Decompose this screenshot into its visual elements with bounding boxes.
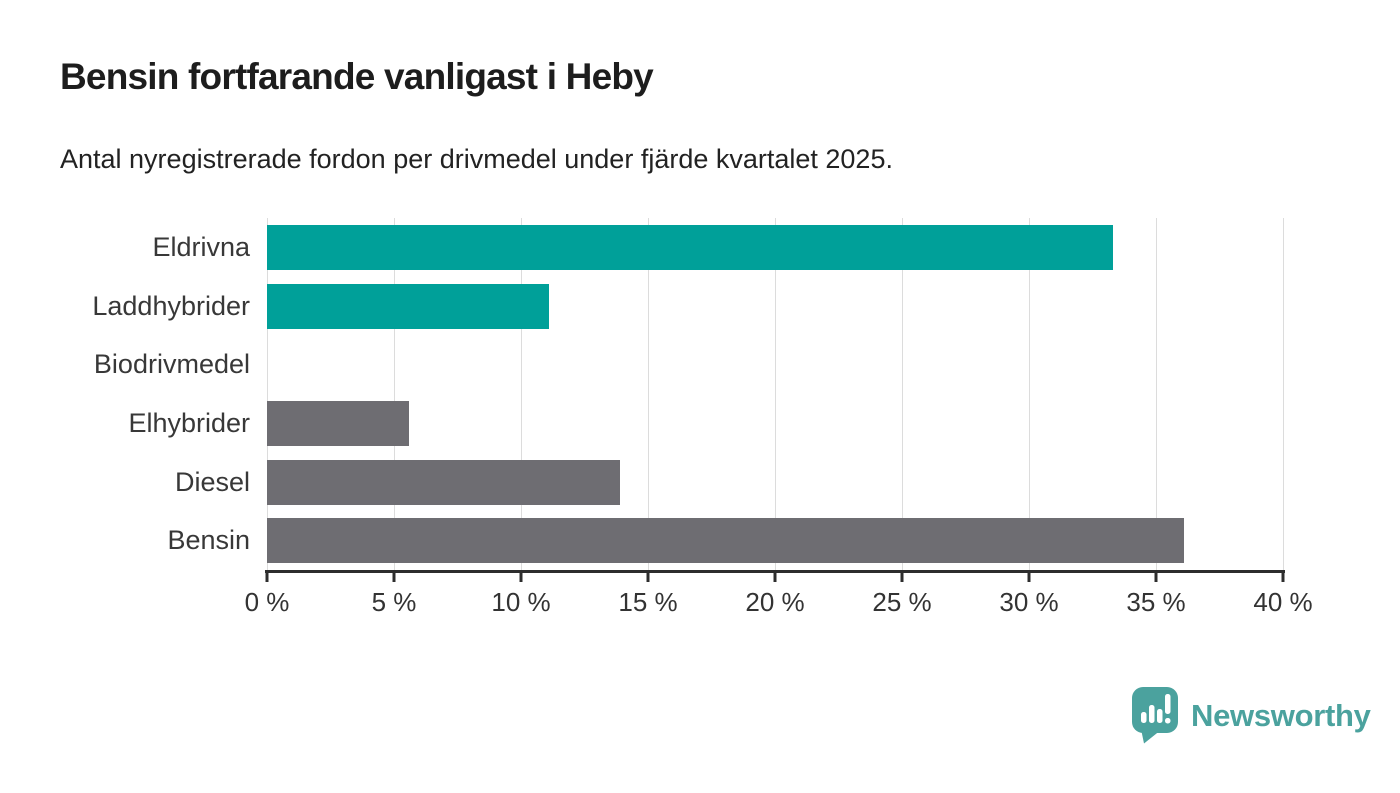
x-axis-tick — [1154, 573, 1158, 582]
newsworthy-wordmark: Newsworthy — [1191, 697, 1371, 733]
bar-bensin — [267, 518, 1184, 564]
y-axis-label-laddhybrider: Laddhybrider — [92, 290, 250, 321]
gridline — [902, 218, 903, 570]
x-axis-tick — [900, 573, 904, 582]
y-axis-label-eldrivna: Eldrivna — [152, 232, 250, 262]
x-axis-tick — [519, 573, 523, 582]
x-tick-label: 35 % — [1126, 587, 1186, 617]
gridline — [1156, 218, 1157, 570]
y-axis-label-elhybrider: Elhybrider — [128, 408, 250, 438]
x-tick-label: 5 % — [371, 587, 417, 617]
bar-laddhybrider — [267, 283, 549, 329]
x-tick-label: 25 % — [872, 587, 932, 617]
x-tick-label: 10 % — [491, 587, 551, 617]
bar-elhybrider — [267, 400, 410, 446]
x-axis-tick — [265, 573, 269, 582]
newsworthy-logo: Newsworthy — [1132, 687, 1371, 744]
x-axis-tick — [646, 573, 650, 582]
chart-subtitle: Antal nyregistrerade fordon per drivmede… — [60, 144, 893, 174]
gridline — [521, 218, 522, 570]
x-axis-tick — [1281, 573, 1285, 582]
y-axis-label-diesel: Diesel — [174, 466, 250, 497]
y-axis-label-bensin: Bensin — [167, 525, 250, 556]
bar-diesel — [267, 459, 621, 505]
x-axis-line — [265, 570, 1285, 573]
x-axis-tick — [392, 573, 396, 582]
plot-area: 0 % 5 % 10 % 15 % 20 % 25 % 30 % 35 % 40 % — [245, 218, 1313, 617]
gridline — [394, 218, 395, 570]
gridline — [267, 218, 268, 570]
newsworthy-pin-icon — [1132, 687, 1178, 744]
x-tick-label: 0 % — [244, 587, 290, 617]
gridline — [1283, 218, 1284, 570]
page-title: Bensin fortfarande vanligast i Heby — [60, 56, 654, 97]
x-tick-label: 30 % — [999, 587, 1059, 617]
gridline — [1029, 218, 1030, 570]
y-axis-label-biodrivmedel: Biodrivmedel — [93, 349, 250, 380]
x-tick-label: 15 % — [618, 587, 678, 617]
gridline — [775, 218, 776, 570]
x-tick-label: 40 % — [1253, 587, 1313, 617]
bar-eldrivna — [267, 224, 1113, 270]
x-axis-tick — [1027, 573, 1031, 582]
x-tick-label: 20 % — [745, 587, 805, 617]
x-axis-tick — [773, 573, 777, 582]
gridline — [648, 218, 649, 570]
bar-chart: Eldrivna Laddhybrider Biodrivmedel Elhybrid… — [0, 218, 1400, 618]
